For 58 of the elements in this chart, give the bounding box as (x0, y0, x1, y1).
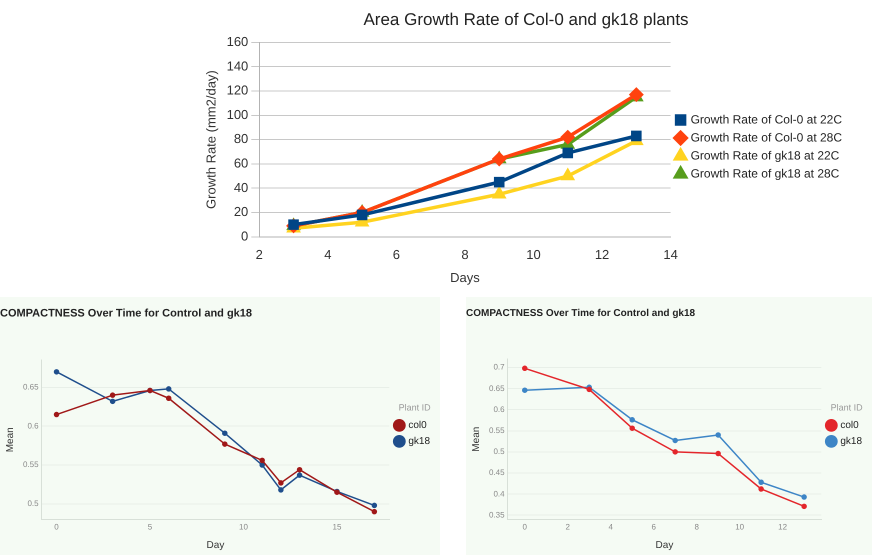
x-tick-label: 0 (522, 522, 528, 532)
chart-title: COMPACTNESS Over Time for Control and gk18 (466, 308, 696, 319)
x-axis-title: Day (656, 540, 674, 551)
y-tick-label: 0.5 (27, 499, 40, 508)
y-tick-label: 0.5 (493, 447, 506, 456)
y-tick-label: 0 (241, 228, 248, 244)
legend-title: Plant ID (398, 402, 432, 413)
y-tick-label: 0.65 (488, 384, 506, 393)
y-tick-label: 160 (226, 34, 248, 49)
y-tick-label: 100 (226, 106, 248, 122)
y-tick-label: 140 (226, 58, 248, 74)
x-axis-title: Day (206, 540, 224, 551)
y-tick-label: 40 (234, 180, 248, 195)
y-axis-title: Growth Rate (mm2/day) (203, 70, 218, 209)
x-tick-label: 0 (54, 522, 60, 532)
x-tick-label: 4 (608, 522, 614, 532)
x-tick-label: 4 (324, 247, 332, 262)
x-tick-label: 10 (239, 522, 248, 532)
legend-label: Growth Rate of Col-0 at 28C (690, 130, 842, 144)
y-tick-label: 120 (226, 82, 248, 98)
y-tick-label: 0.7 (493, 362, 506, 372)
y-tick-label: 80 (234, 131, 248, 146)
legend-label: gk18 (840, 436, 862, 448)
x-tick-label: 14 (663, 247, 678, 262)
x-tick-label: 15 (332, 522, 342, 532)
x-axis-title: Days (450, 270, 480, 285)
y-tick-label: 0.35 (488, 510, 506, 520)
x-tick-label: 6 (651, 522, 656, 532)
y-tick-label: 0.55 (488, 426, 506, 435)
legend-label: col0 (840, 420, 860, 432)
x-tick-label: 10 (735, 522, 745, 532)
x-tick-label: 8 (694, 522, 700, 532)
legend-label: gk18 (408, 436, 430, 448)
y-tick-label: 0.45 (488, 468, 506, 478)
x-tick-label: 12 (778, 522, 788, 532)
legend-label: col0 (408, 420, 428, 432)
y-axis-title: Mean (4, 427, 16, 452)
legend-title: Plant ID (830, 402, 864, 413)
y-tick-label: 0.4 (493, 489, 506, 498)
x-tick-label: 6 (392, 247, 400, 262)
y-tick-label: 0.6 (27, 421, 40, 430)
x-tick-label: 5 (148, 522, 153, 532)
legend-label: Growth Rate of gk18 at 28C (690, 166, 840, 180)
x-tick-label: 2 (256, 247, 263, 262)
y-tick-label: 60 (234, 155, 248, 170)
x-tick-label: 2 (566, 522, 571, 532)
chart-title: COMPACTNESS Over Time for Control and gk18 (0, 308, 252, 320)
chart-title: Area Growth Rate of Col-0 and gk18 plants (363, 10, 689, 29)
legend-label: Growth Rate of Col-0 at 22C (690, 112, 842, 126)
legend-label: Growth Rate of gk18 at 22C (690, 148, 840, 162)
y-tick-label: 0.6 (493, 404, 506, 414)
y-tick-label: 20 (234, 204, 248, 220)
y-tick-label: 0.55 (22, 460, 40, 470)
x-tick-label: 10 (526, 247, 541, 262)
y-tick-label: 0.65 (22, 382, 40, 392)
y-axis-title: Mean (470, 426, 482, 452)
x-tick-label: 12 (594, 247, 610, 262)
x-tick-label: 8 (461, 247, 469, 262)
